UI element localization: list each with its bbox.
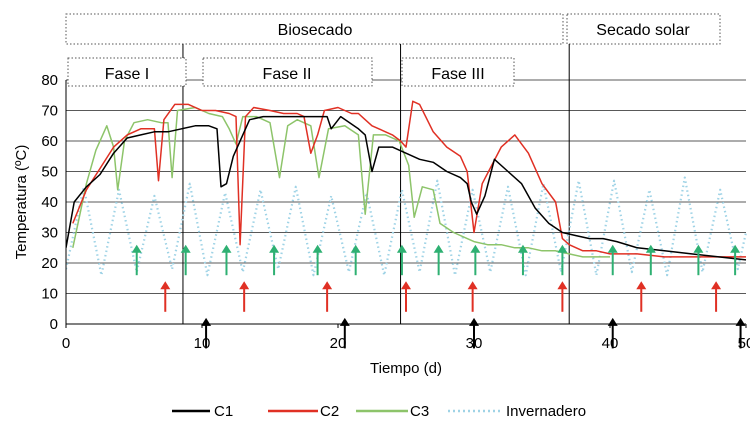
gridlines bbox=[66, 79, 746, 294]
arrow-green-0 bbox=[131, 244, 142, 276]
arrow-green-6 bbox=[396, 244, 407, 276]
arrow-green-9 bbox=[517, 244, 528, 276]
arrow-red-7 bbox=[711, 281, 722, 312]
arrow-green-8 bbox=[470, 244, 481, 276]
arrow-green-3 bbox=[269, 244, 280, 276]
y-tick-labels: 0 10 20 30 40 50 60 70 80 bbox=[41, 72, 58, 333]
series-layer bbox=[66, 100, 748, 277]
legend-label-c2: C2 bbox=[320, 403, 339, 420]
arrow-green-11 bbox=[607, 244, 618, 276]
y-tick-50: 50 bbox=[41, 164, 58, 181]
arrow-red-2 bbox=[322, 281, 333, 312]
arrow-green-5 bbox=[350, 244, 361, 276]
stage-box-biosecado bbox=[65, 13, 564, 45]
y-tick-30: 30 bbox=[41, 225, 58, 242]
phase-dividers bbox=[182, 44, 570, 324]
legend-label-invernadero: Invernadero bbox=[506, 403, 586, 420]
phase-label-fase-1: Fase I bbox=[105, 66, 149, 83]
y-tick-0: 0 bbox=[50, 316, 58, 333]
y-tick-80: 80 bbox=[41, 72, 58, 89]
arrow-red-0 bbox=[160, 281, 171, 312]
arrow-green-10 bbox=[557, 244, 568, 276]
x-tick-labels: 0 10 20 30 40 50 bbox=[62, 324, 750, 352]
arrow-green-14 bbox=[730, 244, 741, 276]
legend-label-c1: C1 bbox=[214, 403, 233, 420]
phase-box-fase-3 bbox=[401, 57, 515, 87]
arrow-green-1 bbox=[180, 244, 191, 276]
phase-label-fase-2: Fase II bbox=[263, 66, 312, 83]
y-tick-20: 20 bbox=[41, 255, 58, 272]
phase-box-fase-2 bbox=[202, 57, 373, 87]
arrow-green-12 bbox=[645, 244, 656, 276]
legend: C1 C2 C3 Invernadero bbox=[172, 403, 586, 420]
y-tick-10: 10 bbox=[41, 286, 58, 303]
series-line-invernadero bbox=[66, 176, 748, 277]
arrow-green-4 bbox=[312, 244, 323, 276]
stage-label-secado-solar: Secado solar bbox=[596, 22, 690, 39]
arrow-green-2 bbox=[221, 244, 232, 276]
x-tick-0: 0 bbox=[62, 335, 70, 352]
x-tick-50: 50 bbox=[738, 335, 750, 352]
arrow-red-6 bbox=[636, 281, 647, 312]
series-line-c3 bbox=[72, 106, 610, 258]
y-tick-40: 40 bbox=[41, 194, 58, 211]
arrows-layer bbox=[131, 244, 746, 349]
arrow-red-4 bbox=[467, 281, 478, 312]
stage-label-biosecado: Biosecado bbox=[278, 22, 353, 39]
series-line-c2 bbox=[72, 100, 746, 258]
x-tick-30: 30 bbox=[466, 335, 483, 352]
stage-box-secado-solar bbox=[566, 13, 721, 45]
arrow-green-13 bbox=[693, 244, 704, 276]
phase-box-fase-1 bbox=[67, 57, 187, 87]
legend-label-c3: C3 bbox=[410, 403, 429, 420]
x-axis-label: Tiempo (d) bbox=[370, 360, 442, 377]
x-tick-20: 20 bbox=[330, 335, 347, 352]
y-tick-60: 60 bbox=[41, 133, 58, 150]
arrow-red-1 bbox=[239, 281, 250, 312]
phase-label-fase-3: Fase III bbox=[431, 66, 484, 83]
x-tick-10: 10 bbox=[194, 335, 211, 352]
arrow-red-5 bbox=[557, 281, 568, 312]
y-axis-label: Temperatura (ºC) bbox=[13, 145, 30, 260]
series-line-c1 bbox=[66, 115, 747, 261]
arrow-red-3 bbox=[401, 281, 411, 312]
y-tick-70: 70 bbox=[41, 103, 58, 120]
x-tick-40: 40 bbox=[602, 335, 619, 352]
arrow-green-7 bbox=[433, 244, 444, 276]
